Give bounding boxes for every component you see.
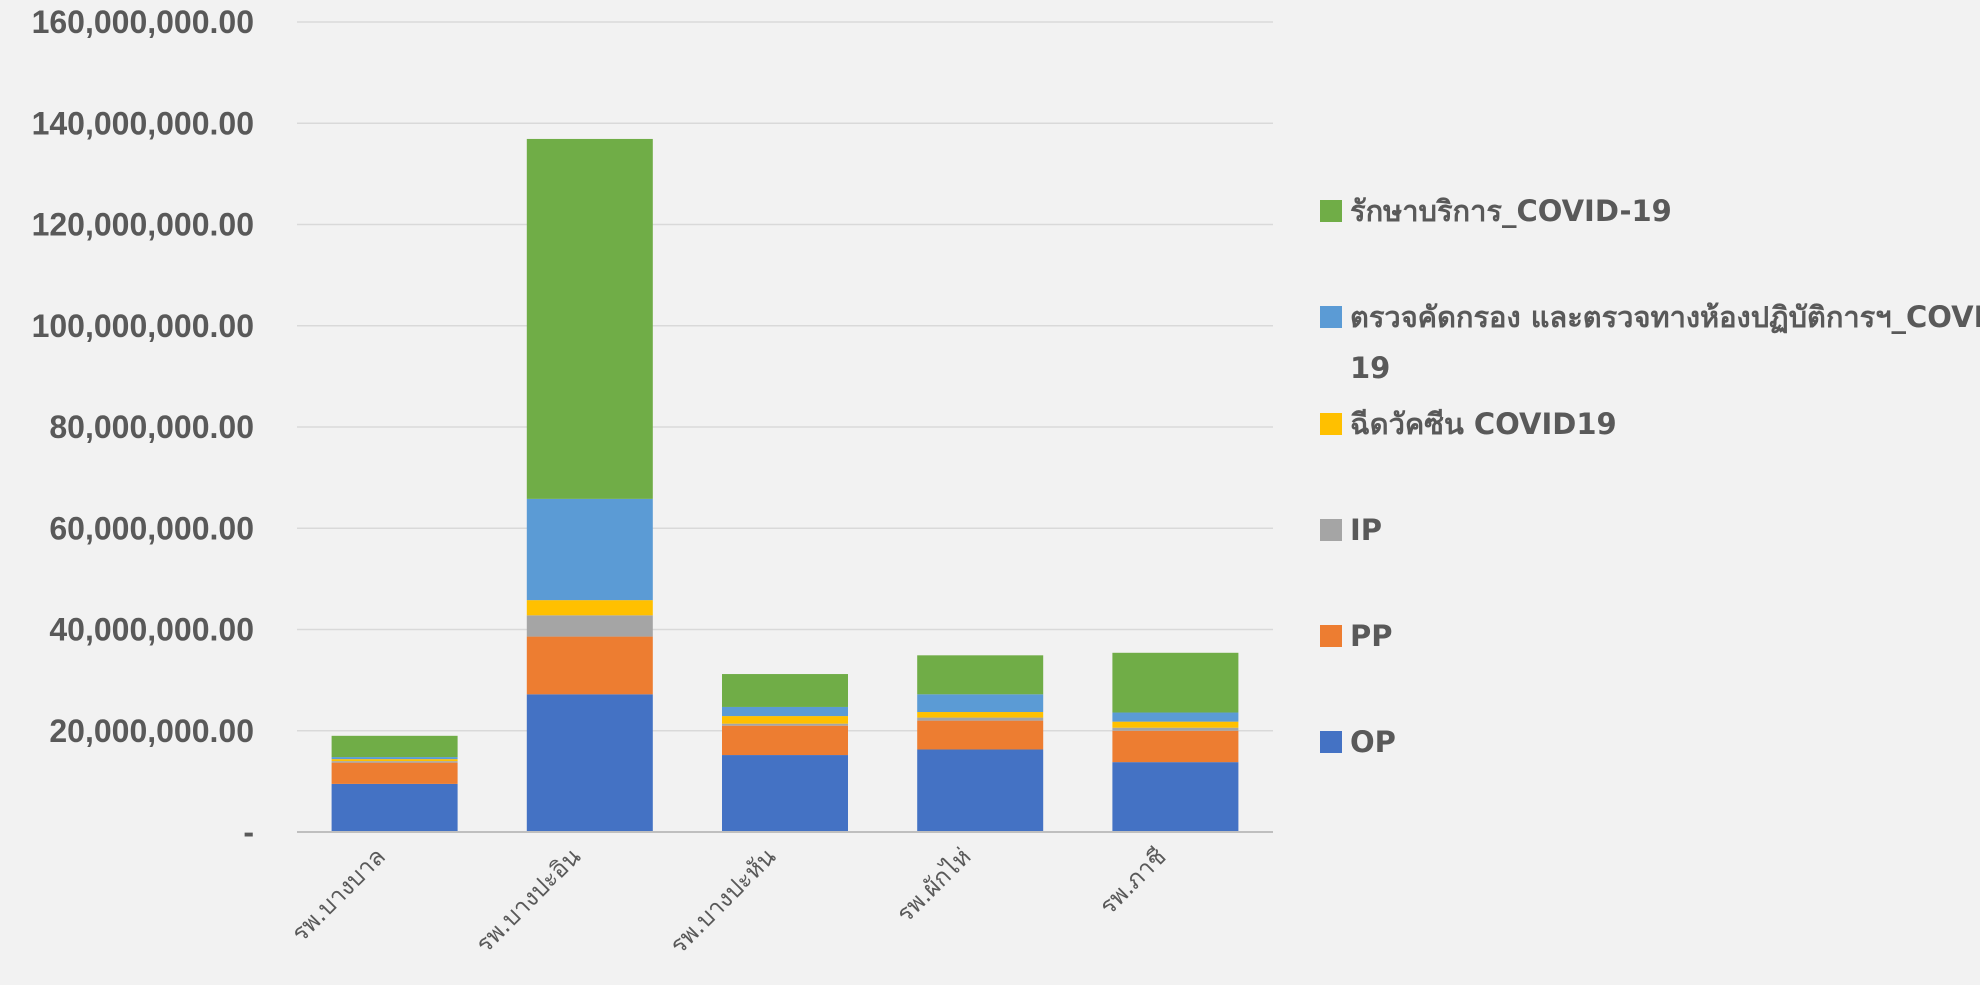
bar-segment — [526, 615, 653, 637]
legend-label: รักษาบริการ_COVID-19 — [1350, 194, 1672, 228]
bar-segment — [331, 762, 458, 784]
bar-segment — [526, 498, 653, 601]
bar-segment — [331, 783, 458, 832]
bar-segment — [722, 716, 848, 724]
x-tick-label: รพ.บางปะอิน — [470, 842, 586, 958]
legend-swatch — [1320, 306, 1342, 328]
legend-swatch — [1320, 413, 1342, 435]
bar-segment — [722, 723, 848, 726]
y-tick-label: 140,000,000.00 — [32, 105, 254, 141]
legend-label: OP — [1350, 725, 1396, 759]
legend-label: IP — [1350, 513, 1382, 547]
y-tick-label: 80,000,000.00 — [49, 409, 254, 445]
y-tick-label: - — [243, 814, 254, 850]
x-tick-label: รพ.บางปะหัน — [664, 842, 781, 959]
y-tick-label: 120,000,000.00 — [32, 207, 254, 243]
bar-segment — [917, 694, 1044, 713]
bar-segment — [917, 712, 1044, 718]
bar-segment — [1112, 652, 1239, 713]
bar-segment — [331, 735, 458, 758]
y-tick-label: 100,000,000.00 — [32, 308, 254, 344]
bar-segment — [526, 636, 653, 695]
bar-segment — [1112, 721, 1239, 728]
bar-layer — [331, 138, 1239, 832]
bar-segment — [917, 717, 1044, 721]
legend-swatch — [1320, 731, 1342, 753]
legend-swatch — [1320, 519, 1342, 541]
x-tick-label: รพ.บางบาล — [286, 842, 391, 947]
x-tick-label: รพ.ภาชี — [1094, 842, 1172, 920]
legend: รักษาบริการ_COVID-19 ตรวจคัดกรอง และตรวจท… — [1320, 194, 1980, 759]
y-tick-label: 160,000,000.00 — [32, 4, 254, 40]
bar-segment — [1112, 762, 1239, 832]
bar-segment — [917, 720, 1044, 750]
bar-segment — [917, 749, 1044, 832]
bar-segment — [722, 674, 848, 707]
bar-segment — [1112, 730, 1239, 763]
bar-segment — [331, 759, 458, 762]
bar-segment — [1112, 727, 1239, 731]
bar-segment — [526, 694, 653, 832]
bar-segment — [331, 761, 458, 763]
legend-label: ฉีดวัคซีน COVID19 — [1350, 407, 1617, 441]
bar-segment — [722, 706, 848, 717]
x-tick-label: รพ.ผักไห่ — [891, 842, 976, 927]
legend-label: PP — [1350, 619, 1393, 653]
y-tick-label: 20,000,000.00 — [49, 713, 254, 749]
bar-segment — [526, 600, 653, 616]
bar-segment — [526, 138, 653, 499]
bar-segment — [1112, 712, 1239, 722]
legend-label: ตรวจคัดกรอง และตรวจทางห้องปฏิบัติการฯ_CO… — [1350, 300, 1980, 385]
bar-segment — [917, 655, 1044, 695]
bar-segment — [722, 725, 848, 756]
y-tick-label: 40,000,000.00 — [49, 612, 254, 648]
bar-segment — [722, 755, 848, 832]
legend-swatch — [1320, 200, 1342, 222]
y-tick-label: 60,000,000.00 — [49, 510, 254, 546]
grid-layer — [297, 21, 1273, 732]
bar-segment — [331, 757, 458, 760]
legend-swatch — [1320, 625, 1342, 647]
